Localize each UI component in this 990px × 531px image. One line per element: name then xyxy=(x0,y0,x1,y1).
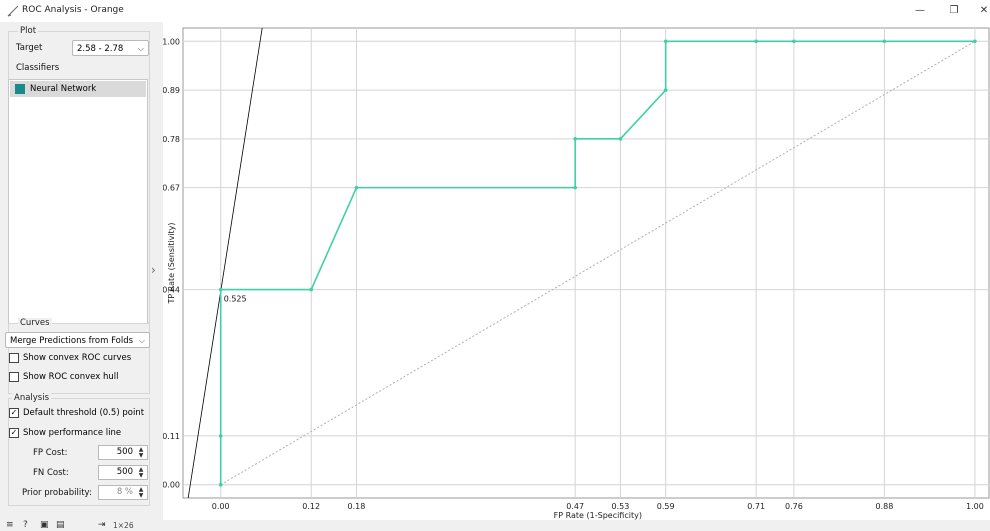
roc-point xyxy=(218,434,223,438)
output-size-text: 1×26 xyxy=(113,521,134,530)
y-tick-label: 0.00 xyxy=(163,481,180,490)
threshold-label: 0.525 xyxy=(224,295,247,304)
menu-icon[interactable]: ≡ xyxy=(6,520,14,530)
fp-cost-label: FP Cost: xyxy=(33,448,68,458)
list-item[interactable]: Neural Network xyxy=(10,81,146,97)
prior-probability-spinbox[interactable]: 8 % ▲ ▼ xyxy=(98,485,148,500)
fn-cost-label: FN Cost: xyxy=(33,468,69,478)
chevron-down-icon: ⌵ xyxy=(137,44,144,53)
close-button[interactable]: ✕ xyxy=(979,5,989,16)
convex-curves-checkbox[interactable] xyxy=(9,353,19,363)
x-tick-label: 0.59 xyxy=(657,502,675,511)
merge-value: Merge Predictions from Folds xyxy=(10,336,134,346)
x-tick-label: 0.53 xyxy=(612,502,630,511)
roc-plot-area: 0.00 0.12 0.18 0.47 0.53 0.59 0.71 0.76 0.88 1.00… xyxy=(162,22,990,520)
x-tick-label: 1.00 xyxy=(966,502,984,511)
fn-cost-spinbox[interactable]: 500 ▲ ▼ xyxy=(98,465,148,480)
performance-line xyxy=(187,28,263,498)
report-icon[interactable]: ▤ xyxy=(56,520,65,530)
classifiers-list[interactable]: Neural Network xyxy=(8,79,148,330)
spin-arrows-icon[interactable]: ▲ ▼ xyxy=(138,486,144,499)
prior-probability-label: Prior probability: xyxy=(22,488,92,498)
classifier-name: Neural Network xyxy=(30,84,97,94)
merge-select[interactable]: Merge Predictions from Folds ⌵ xyxy=(5,332,150,348)
x-axis-title: FP Rate (1-Specificity) xyxy=(554,511,642,520)
color-swatch-icon xyxy=(15,84,25,94)
roc-point xyxy=(754,39,758,44)
restore-button[interactable]: ❐ xyxy=(949,5,959,16)
roc-point xyxy=(573,137,577,141)
save-image-icon[interactable]: ▣ xyxy=(40,520,49,530)
default-threshold-checkbox[interactable]: ✓ xyxy=(9,408,19,418)
roc-point xyxy=(573,185,577,190)
roc-point xyxy=(218,287,223,292)
y-tick-label: 1.00 xyxy=(163,37,180,46)
x-tick-label: 0.18 xyxy=(348,502,366,511)
prior-probability-value: 8 % xyxy=(116,487,133,497)
roc-point xyxy=(663,88,668,92)
target-select[interactable]: 2.58 - 2.78 ⌵ xyxy=(72,40,149,56)
roc-point xyxy=(354,185,359,190)
y-tick-label: 0.78 xyxy=(163,135,180,144)
roc-curve xyxy=(219,40,975,485)
control-panel: Plot Target 2.58 - 2.78 ⌵ Classifiers Ne… xyxy=(0,22,150,520)
x-tick-label: 0.12 xyxy=(302,502,320,511)
convex-hull-label: Show ROC convex hull xyxy=(23,372,119,382)
x-tick-label: 0.00 xyxy=(212,502,230,511)
help-icon[interactable]: ? xyxy=(23,520,28,530)
convex-curves-label: Show convex ROC curves xyxy=(23,353,132,363)
roc-point xyxy=(309,287,314,292)
x-tick-label: 0.76 xyxy=(785,502,803,511)
diagonal-line xyxy=(220,40,976,486)
fp-cost-spinbox[interactable]: 500 ▲ ▼ xyxy=(98,445,148,460)
output-icon[interactable]: ⇥ xyxy=(98,520,106,530)
fn-cost-value: 500 xyxy=(116,467,133,477)
x-tick-label: 0.47 xyxy=(566,502,584,511)
x-tick-label: 0.71 xyxy=(747,502,765,511)
roc-point xyxy=(218,482,223,487)
roc-point xyxy=(618,137,623,141)
y-tick-label: 0.89 xyxy=(163,86,180,95)
roc-point xyxy=(973,39,977,44)
performance-line-checkbox[interactable]: ✓ xyxy=(9,428,19,438)
window-title: ROC Analysis - Orange xyxy=(22,5,124,15)
classifiers-label: Classifiers xyxy=(16,63,60,73)
status-bar: ≡ ? ▣ ▤ ⇥ 1×26 xyxy=(0,520,990,531)
chevron-down-icon: ⌵ xyxy=(138,336,145,345)
performance-line-label: Show performance line xyxy=(23,428,122,438)
plot-frame xyxy=(182,27,990,499)
title-bar: ROC Analysis - Orange — ❐ ✕ xyxy=(0,0,990,22)
analysis-group-title: Analysis xyxy=(12,393,52,403)
fp-cost-value: 500 xyxy=(116,447,133,457)
minimize-button[interactable]: — xyxy=(915,5,925,16)
spin-arrows-icon[interactable]: ▲ ▼ xyxy=(138,446,144,459)
y-tick-label: 0.67 xyxy=(163,184,180,193)
collapse-panel-icon[interactable]: › xyxy=(151,263,156,277)
default-threshold-label: Default threshold (0.5) point xyxy=(23,408,145,418)
curves-group-title: Curves xyxy=(18,318,52,328)
target-value: 2.58 - 2.78 xyxy=(77,44,124,54)
target-label: Target xyxy=(16,43,43,53)
y-axis-title: TP Rate (Sensitivity) xyxy=(167,222,176,304)
roc-point xyxy=(663,39,668,44)
y-tick-label: 0.44 xyxy=(163,286,180,295)
plot-group-title: Plot xyxy=(18,26,39,36)
roc-chart: 0.00 0.12 0.18 0.47 0.53 0.59 0.71 0.76 0.88 1.00… xyxy=(162,27,990,520)
convex-hull-checkbox[interactable] xyxy=(9,372,19,382)
roc-point xyxy=(882,39,887,44)
y-tick-label: 0.11 xyxy=(163,432,180,441)
x-tick-label: 0.88 xyxy=(876,502,894,511)
roc-app-icon xyxy=(7,5,19,17)
roc-point xyxy=(792,39,796,44)
spin-arrows-icon[interactable]: ▲ ▼ xyxy=(138,466,144,479)
